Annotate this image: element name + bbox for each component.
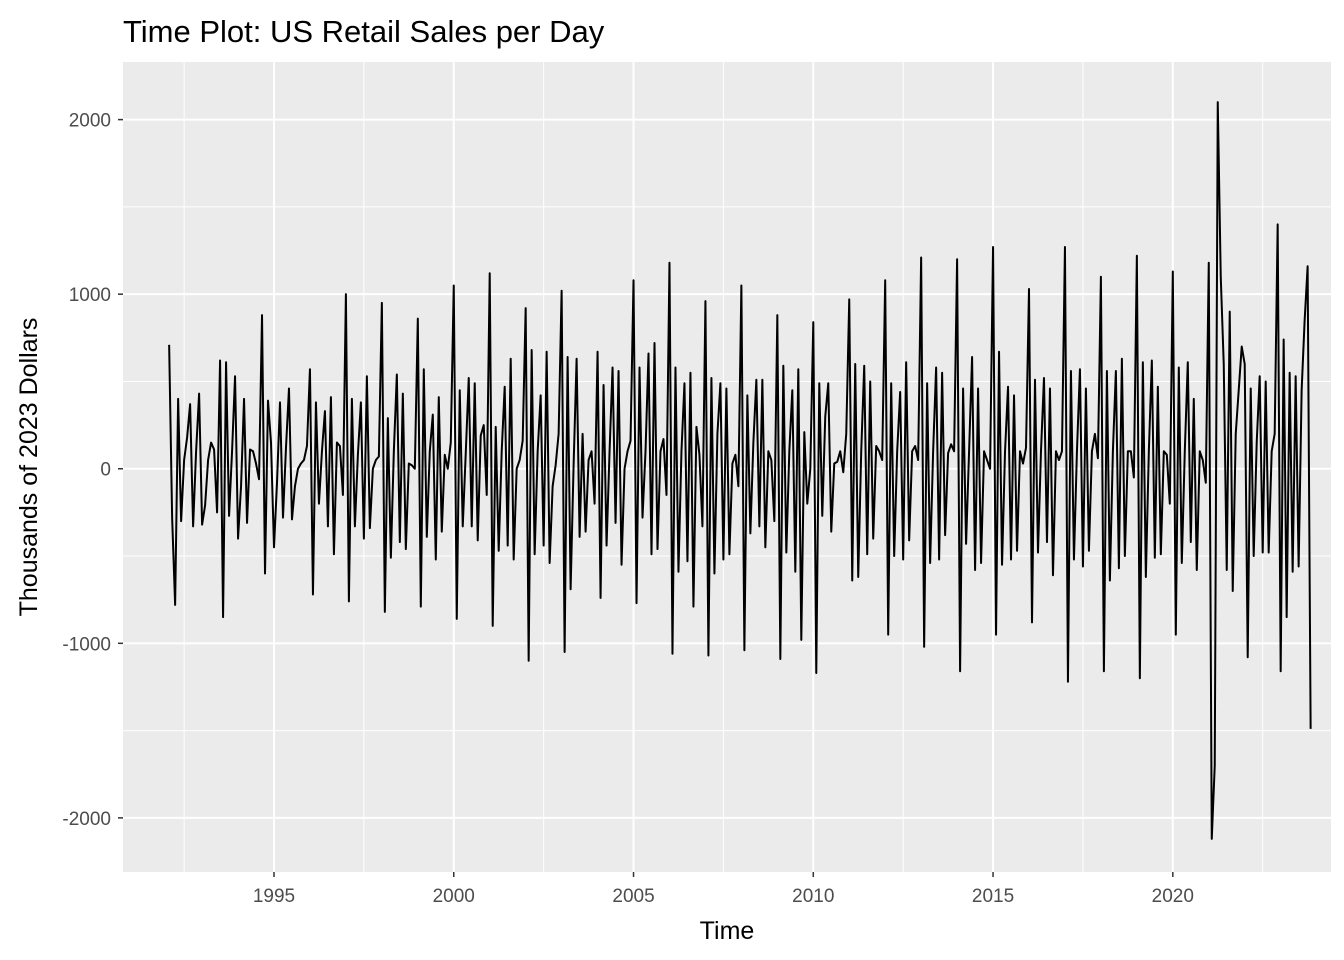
x-tick-label: 2015 (972, 886, 1014, 907)
x-tick-label: 2010 (792, 886, 834, 907)
y-tick-label: -2000 (62, 809, 111, 830)
x-tick-label: 1995 (253, 886, 295, 907)
x-tick-label: 2020 (1152, 886, 1194, 907)
y-tick-label: 1000 (69, 285, 111, 306)
x-tick-label: 2005 (612, 886, 654, 907)
minor-gridlines (123, 62, 1331, 872)
x-axis: 1995 2000 2005 2010 2015 2020 (253, 872, 1194, 907)
y-tick-label: -1000 (62, 634, 111, 655)
y-axis-title: Thousands of 2023 Dollars (15, 318, 43, 617)
x-axis-title: Time (700, 917, 755, 945)
y-tick-label: 0 (100, 460, 111, 481)
x-tick-label: 2000 (433, 886, 475, 907)
y-tick-label: 2000 (69, 111, 111, 132)
series-layer (168, 101, 1312, 840)
chart-title: Time Plot: US Retail Sales per Day (123, 14, 605, 49)
y-axis: -2000 -1000 0 1000 2000 (62, 111, 123, 830)
series-line (168, 101, 1312, 840)
